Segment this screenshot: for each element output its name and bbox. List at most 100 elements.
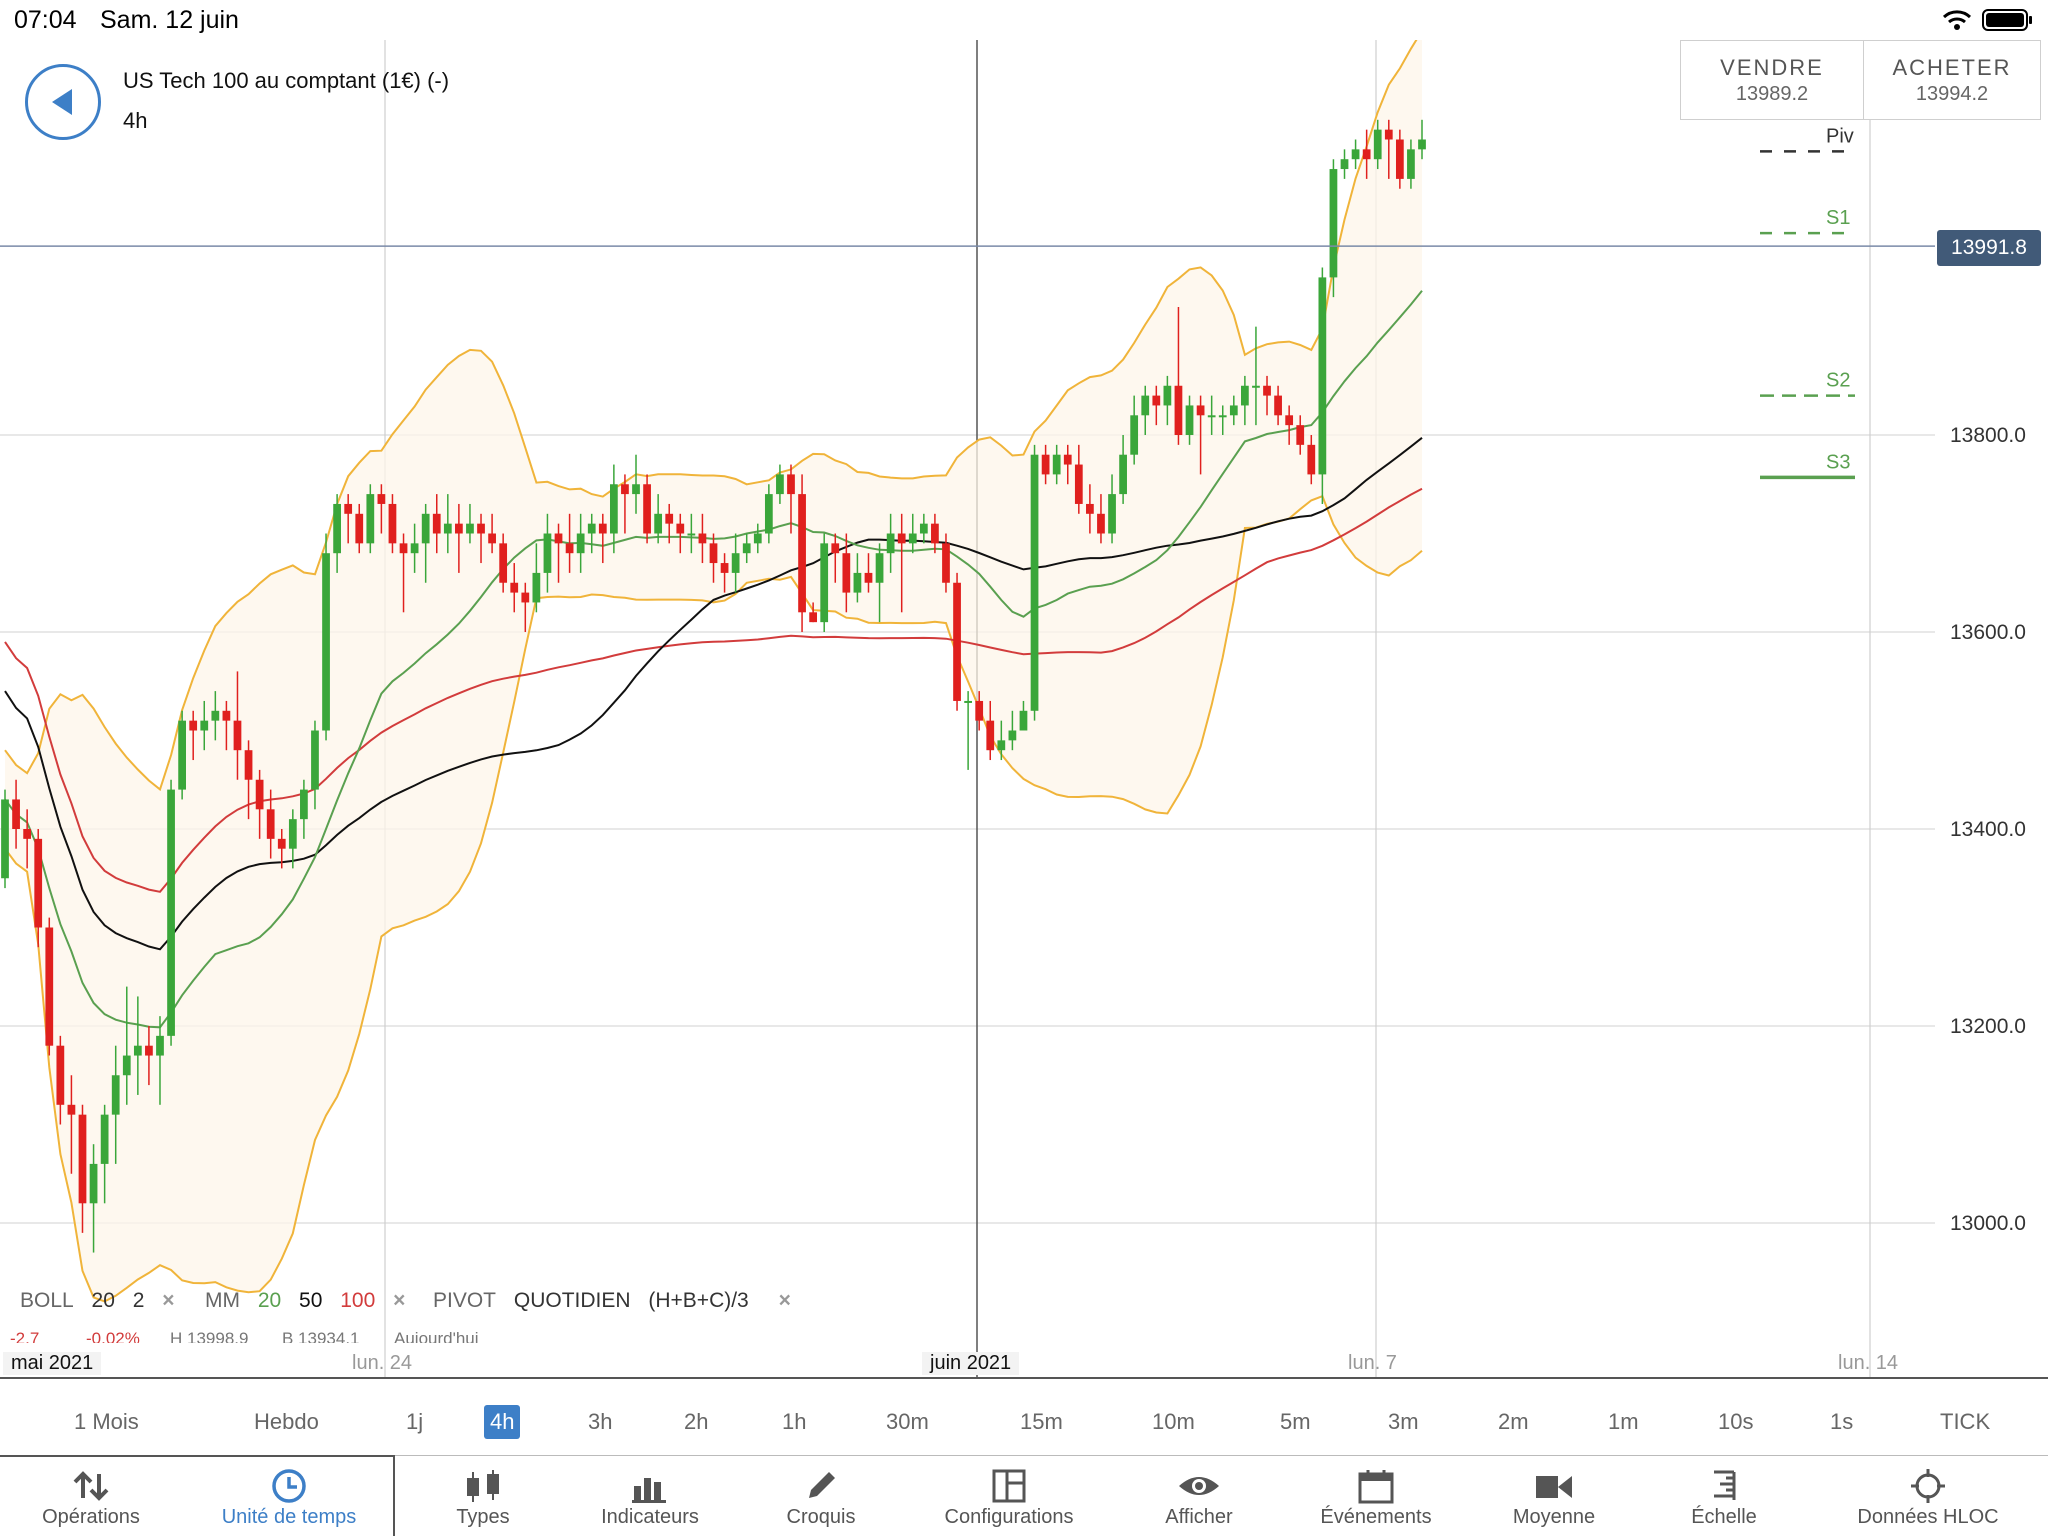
y-tick-label: 13800.0 xyxy=(1950,424,2026,447)
timeframe-tick[interactable]: TICK xyxy=(1940,1409,1991,1434)
candle-body xyxy=(720,563,729,573)
timeframe-10s[interactable]: 10s xyxy=(1718,1409,1754,1434)
toolbar-crosshair[interactable]: Données HLOC xyxy=(1808,1462,2048,1536)
candle-body xyxy=(820,543,829,623)
candle-body xyxy=(200,720,209,731)
pivot-label-s3: S3 xyxy=(1826,451,1850,473)
candle-body xyxy=(421,513,430,544)
candle-body xyxy=(466,523,474,534)
candle-body xyxy=(709,543,718,564)
candle-body xyxy=(410,543,419,554)
pivot-legend[interactable]: PIVOT QUOTIDIEN (H+B+C)/3 × xyxy=(433,1289,803,1313)
candle-body xyxy=(1063,454,1072,465)
boll-remove-icon[interactable]: × xyxy=(162,1289,175,1312)
toolbar-candles[interactable]: Types xyxy=(398,1462,568,1536)
toolbar-label: Événements xyxy=(1320,1506,1432,1528)
candle-body xyxy=(831,543,840,554)
toolbar-bars[interactable]: Indicateurs xyxy=(570,1462,730,1536)
sell-button[interactable]: VENDRE 13989.2 xyxy=(1680,40,1864,120)
timeframe-1m[interactable]: 1m xyxy=(1608,1409,1639,1434)
ma-p3: 100 xyxy=(340,1289,376,1312)
timeframe-2h[interactable]: 2h xyxy=(684,1409,709,1434)
toolbar-arrows[interactable]: Opérations xyxy=(0,1462,182,1536)
candle-body xyxy=(12,799,20,829)
candle-body xyxy=(919,523,928,534)
ma-remove-icon[interactable]: × xyxy=(393,1289,406,1312)
candle-body xyxy=(244,750,253,780)
toolbar-label: Moyenne xyxy=(1512,1506,1596,1528)
toolbar-camera[interactable]: Moyenne xyxy=(1470,1462,1638,1536)
toolbar-clock[interactable]: Unité de temps xyxy=(182,1462,396,1536)
toolbar-label: Échelle xyxy=(1691,1506,1757,1528)
candle-body xyxy=(311,730,319,790)
toolbar-eye[interactable]: Afficher xyxy=(1106,1462,1292,1536)
candle-body xyxy=(554,533,563,544)
timeframe-5m[interactable]: 5m xyxy=(1280,1409,1311,1434)
candle-body xyxy=(266,809,275,839)
price-chart[interactable]: 13800.013600.013400.013200.013000.0R1Piv… xyxy=(0,40,2048,1380)
stat-period: Aujourd'hui xyxy=(394,1329,479,1343)
timeframe-1h[interactable]: 1h xyxy=(782,1409,807,1434)
candle-body xyxy=(676,523,685,534)
candle-body xyxy=(1218,415,1227,418)
candle-body xyxy=(477,523,485,534)
toolbar-label: Configurations xyxy=(944,1506,1074,1528)
boll-name: BOLL xyxy=(20,1289,74,1312)
boll-legend[interactable]: BOLL 20 2 × xyxy=(20,1289,187,1313)
candle-body xyxy=(1152,395,1161,406)
back-button[interactable] xyxy=(25,64,101,140)
timeframe-15m[interactable]: 15m xyxy=(1020,1409,1063,1434)
camera-icon xyxy=(1470,1468,1638,1504)
timeframe-1j[interactable]: 1j xyxy=(406,1409,424,1434)
candle-body xyxy=(255,779,264,810)
toolbar-pencil[interactable]: Croquis xyxy=(746,1462,896,1536)
candle-body xyxy=(875,553,884,583)
candle-body xyxy=(1119,454,1127,495)
ma-legend[interactable]: MM 20 50 100 × xyxy=(205,1289,417,1313)
timeframe-10m[interactable]: 10m xyxy=(1152,1409,1195,1434)
candle-body xyxy=(388,503,397,544)
timeframe-hebdo[interactable]: Hebdo xyxy=(254,1409,319,1434)
battery-icon xyxy=(1982,9,2032,31)
sell-label: VENDRE xyxy=(1720,55,1824,80)
bollinger-upper xyxy=(4,40,1418,792)
timeframe-1-mois[interactable]: 1 Mois xyxy=(74,1409,139,1434)
candle-body xyxy=(643,484,651,534)
toolbar-label: Données HLOC xyxy=(1857,1506,1999,1528)
timeframe-1s[interactable]: 1s xyxy=(1830,1409,1854,1434)
toolbar-scale[interactable]: Échelle xyxy=(1640,1462,1808,1536)
timeframe-label: 4h xyxy=(123,108,148,133)
timeframe-30m[interactable]: 30m xyxy=(886,1409,929,1434)
candle-body xyxy=(122,1055,131,1076)
x-axis-line xyxy=(0,1377,2048,1379)
pivot-remove-icon[interactable]: × xyxy=(778,1289,791,1312)
candle-body xyxy=(565,543,574,554)
candle-body xyxy=(897,533,906,544)
sell-price: 13989.2 xyxy=(1735,83,1809,105)
ma-p2: 50 xyxy=(299,1289,323,1312)
candle-body xyxy=(399,543,408,554)
candle-body xyxy=(1008,730,1017,741)
candle-body xyxy=(156,1035,164,1056)
timeframe-3h[interactable]: 3h xyxy=(588,1409,613,1434)
toolbar-layout[interactable]: Configurations xyxy=(906,1462,1112,1536)
candle-body xyxy=(111,1075,120,1115)
candle-body xyxy=(1141,395,1150,416)
candle-body xyxy=(455,523,463,534)
candle-body xyxy=(1041,454,1050,475)
timeframe-3m[interactable]: 3m xyxy=(1388,1409,1419,1434)
candle-body xyxy=(1418,139,1426,150)
candle-body xyxy=(632,484,640,495)
candle-body xyxy=(864,572,873,583)
timeframe-2m[interactable]: 2m xyxy=(1498,1409,1529,1434)
candle-body xyxy=(1130,415,1139,455)
timeframe-separator xyxy=(0,1455,2048,1456)
timeframe-4h[interactable]: 4h xyxy=(484,1405,521,1439)
boll-dev: 2 xyxy=(132,1289,145,1312)
toolbar-calendar[interactable]: Événements xyxy=(1292,1462,1460,1536)
candle-body xyxy=(1163,385,1172,406)
stat-high: H 13998.9 xyxy=(170,1329,249,1343)
pivot-name: PIVOT xyxy=(433,1289,497,1312)
stat-pct: -0.02% xyxy=(86,1329,140,1343)
buy-button[interactable]: ACHETER 13994.2 xyxy=(1863,40,2041,120)
